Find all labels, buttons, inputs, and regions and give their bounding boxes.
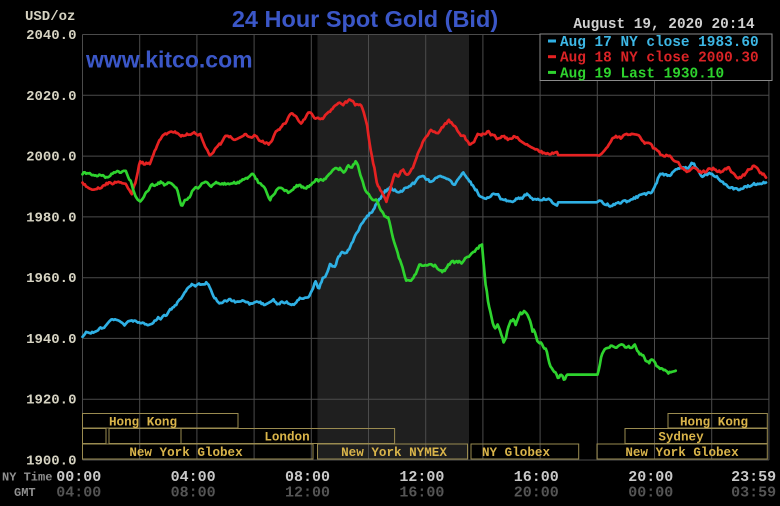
svg-text:00:00: 00:00: [628, 485, 673, 502]
svg-text:August 19, 2020 20:14: August 19, 2020 20:14: [573, 17, 755, 33]
svg-text:04:00: 04:00: [56, 485, 101, 502]
svg-text:Sydney: Sydney: [658, 431, 704, 445]
svg-text:USD/oz: USD/oz: [25, 9, 75, 25]
svg-text:08:00: 08:00: [171, 485, 216, 502]
svg-text:NY Time: NY Time: [2, 471, 52, 485]
svg-text:23:59: 23:59: [731, 469, 776, 486]
svg-text:2020.0: 2020.0: [26, 89, 76, 105]
svg-text:1900.0: 1900.0: [26, 454, 76, 470]
svg-text:New York NYMEX: New York NYMEX: [341, 446, 447, 460]
svg-text:1960.0: 1960.0: [26, 271, 76, 287]
svg-text:24 Hour Spot Gold (Bid): 24 Hour Spot Gold (Bid): [232, 6, 498, 32]
svg-text:1940.0: 1940.0: [26, 332, 76, 348]
svg-text:New York Globex: New York Globex: [129, 446, 243, 460]
svg-text:2040.0: 2040.0: [26, 28, 76, 44]
svg-text:16:00: 16:00: [514, 469, 559, 486]
svg-text:New York Globex: New York Globex: [625, 446, 739, 460]
svg-text:20:00: 20:00: [514, 485, 559, 502]
svg-text:12:00: 12:00: [285, 485, 330, 502]
svg-text:Aug 17 NY close 1983.60: Aug 17 NY close 1983.60: [560, 35, 759, 51]
svg-text:www.kitco.com: www.kitco.com: [85, 47, 253, 73]
svg-text:2000.0: 2000.0: [26, 150, 76, 166]
svg-text:London: London: [264, 431, 309, 445]
svg-text:1920.0: 1920.0: [26, 393, 76, 409]
svg-text:20:00: 20:00: [628, 469, 673, 486]
svg-text:Aug 18 NY close 2000.30: Aug 18 NY close 2000.30: [560, 51, 759, 67]
svg-text:Hong Kong: Hong Kong: [109, 416, 177, 430]
svg-text:GMT: GMT: [14, 486, 36, 500]
svg-text:08:00: 08:00: [285, 469, 330, 486]
svg-text:NY Globex: NY Globex: [482, 446, 550, 460]
svg-text:03:59: 03:59: [731, 485, 776, 502]
svg-text:16:00: 16:00: [399, 485, 444, 502]
svg-text:04:00: 04:00: [171, 469, 216, 486]
svg-text:1980.0: 1980.0: [26, 210, 76, 226]
svg-text:12:00: 12:00: [399, 469, 444, 486]
svg-text:Aug 19 Last 1930.10: Aug 19 Last 1930.10: [560, 66, 724, 82]
svg-text:Hong Kong: Hong Kong: [680, 416, 748, 430]
svg-text:00:00: 00:00: [56, 469, 101, 486]
